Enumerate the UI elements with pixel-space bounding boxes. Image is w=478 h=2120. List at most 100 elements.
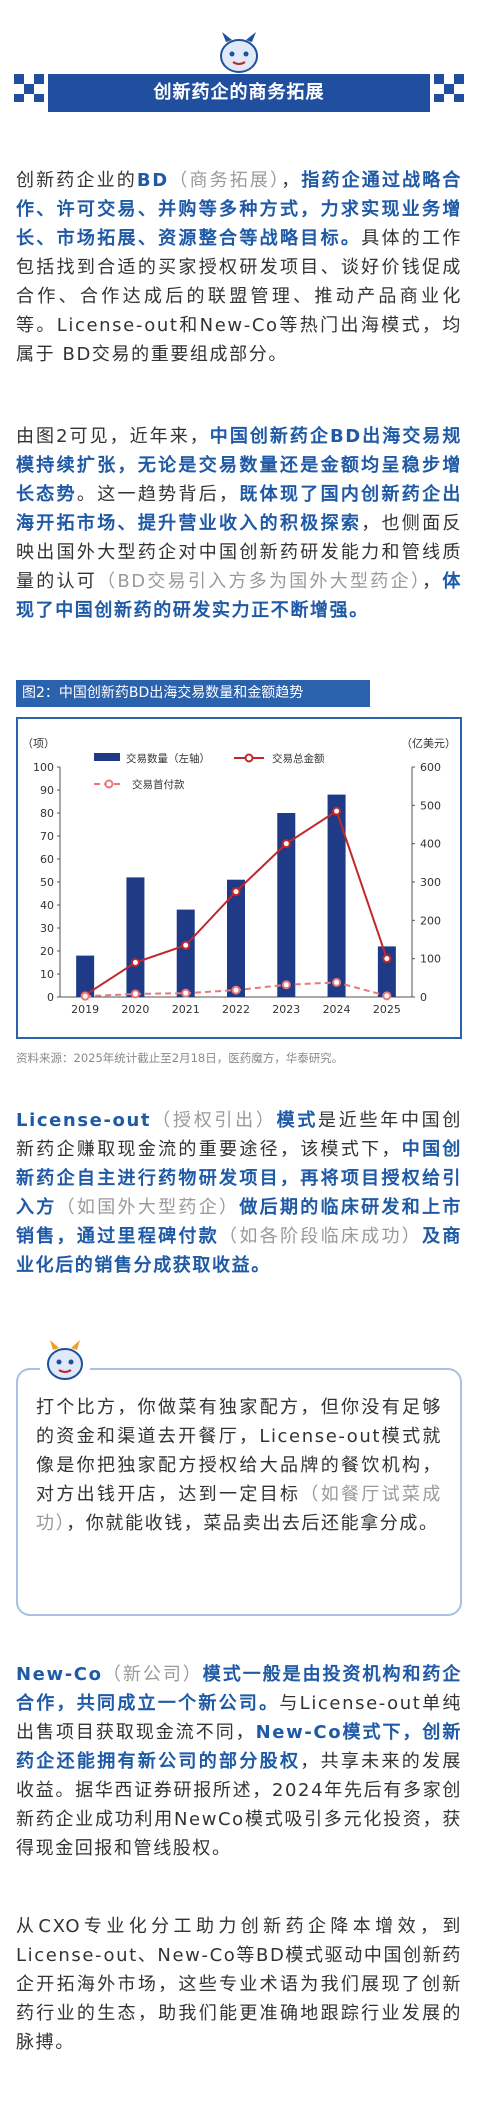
legend-label: 交易首付款 [132,778,185,791]
mascot [40,1336,90,1386]
text-run: 既体现了国内创新药企出海开拓市场、提升营业收入的积极探索 [16,484,462,534]
text-run: New-Co [16,1664,103,1685]
point [281,980,291,990]
text-run: （如餐厅试菜成功） [36,1484,442,1534]
y-tick-label: 70 [40,830,54,843]
text-run: ， [422,571,443,592]
text-run: 模式 [276,1110,319,1131]
text-run: 中国创新药企自主进行药物研发项目，再将项目授权给引入方 [16,1139,462,1218]
paragraph: 由图2可见，近年来，中国创新药企BD出海交易规模持续扩张，无论是交易数量还是金额… [16,422,462,625]
point [332,806,342,816]
figure-source: 资料来源：2025年统计截止至2月18日，医药魔方，华泰研究。 [16,1051,344,1065]
point [80,991,90,1001]
text-run: （BD交易引入方多为国外大型药企） [97,571,423,592]
text-run: 及商业化后的销售分成获取收益。 [16,1226,462,1276]
y-tick-label: 80 [40,807,54,820]
point [332,977,342,987]
y-tick-label: 90 [40,784,54,797]
point [130,958,140,967]
text-run: 从CXO专业化分工助力创新药企降本增效，到License-out、New-Co等… [16,1916,462,2053]
y-tick-label: 20 [40,945,54,958]
point [382,991,392,1001]
text-run: 由图2可见，近年来， [16,426,210,447]
figure-caption: 图2：中国创新药BD出海交易数量和金额趋势 [16,680,370,707]
text-run: 指药企通过战略合作、许可交易、并购等多种方式，力求实现业务增长、市场拓展、资源整… [16,170,462,249]
text-run: （新公司） [102,1664,203,1685]
point [181,988,191,998]
text-run: 。这一趋势背后， [76,484,240,505]
text-run: 具体的工作包括找到合适的买家授权研发项目、谈好价钱促成合作、合作达成后的联盟管理… [16,228,463,365]
y2-tick-label: 500 [420,799,441,812]
text-run: 体现了中国创新药的研发实力正不断增强。 [16,571,462,621]
legend-marker [244,753,254,763]
text-run: License-out [16,1110,152,1131]
legend-swatch [94,753,120,761]
bar [327,794,346,997]
x-tick-label: 2022 [222,1003,250,1016]
text-run: ，你就能收钱，菜品卖出去后还能拿分成。 [66,1513,439,1534]
y-tick-label: 0 [47,991,54,1004]
y2-tick-label: 100 [420,953,441,966]
text-run: 与License-out单纯出售项目获取现金流不同， [16,1693,462,1743]
bar [76,955,95,997]
text-run: ，也侧面反映出国外大型药企对中国创新药研发能力和管线质量的认可 [16,513,463,592]
bar [126,877,145,997]
legend-label: 交易数量（左轴） [126,752,210,765]
y2-tick-label: 300 [420,876,441,889]
text-run: BD [136,170,169,191]
y-axis-label: （项） [22,737,55,750]
y-tick-label: 30 [40,922,54,935]
chart: （项） （亿美元） 0 10 20 30 40 50 60 70 80 90 100 0 100 200 300… [16,717,462,1039]
point [181,940,191,950]
quote-box [16,1368,462,1616]
text-run: （授权引出） [151,1110,277,1131]
y2-tick-label: 0 [420,991,427,1004]
legend-marker [104,779,114,789]
x-tick-label: 2021 [172,1003,200,1016]
x-tick-label: 2019 [71,1003,99,1016]
y2-axis-label: （亿美元） [401,737,456,750]
chart-frame [16,717,462,1039]
paragraph: New-Co（新公司）模式一般是由投资机构和药企合作，共同成立一个新公司。与Li… [16,1660,462,1863]
text-run: 模式一般是由投资机构和药企合作，共同成立一个新公司。 [16,1664,462,1714]
bar [176,909,195,997]
y-tick-label: 50 [40,876,54,889]
legend-label: 交易总金额 [272,752,325,765]
text-run: （如国外大型药企） [56,1197,240,1218]
banner: 创新药企的商务拓展 [48,74,430,112]
y2-tick-label: 400 [420,838,441,851]
paragraph: 创新药企业的BD（商务拓展），指药企通过战略合作、许可交易、并购等多种方式，力求… [16,166,462,369]
quote-text: 打个比方，你做菜有独家配方，但你没有足够的资金和渠道去开餐厅，License-o… [36,1393,442,1538]
text-run: 做后期的临床研发和上市销售，通过里程碑付款 [16,1197,462,1247]
bar [377,946,396,997]
point [281,839,291,849]
text-run: 打个比方，你做菜有独家配方，但你没有足够的资金和渠道去开餐厅，License-o… [36,1397,442,1505]
y-tick-label: 60 [40,853,54,866]
point [231,985,241,995]
y-tick-label: 40 [40,899,54,912]
text-run: （如各阶段临床成功） [219,1226,423,1247]
paragraph: License-out（授权引出）模式是近些年中国创新药企赚取现金流的重要途径，… [16,1106,462,1280]
header-decoration [14,32,464,102]
x-tick-label: 2025 [373,1003,401,1016]
text-run: 创新药企业的 [16,170,137,191]
x-tick-label: 2023 [272,1003,300,1016]
text-run: ，共享未来的发展收益。据华西证券研报所述，2024年先后有多家创新药企业成功利用… [16,1751,462,1859]
text-run: （商务拓展） [168,170,282,191]
text-run: New-Co模式下，创新药企还能拥有新公司的部分股权 [16,1722,463,1772]
text-run: 是近些年中国创新药企赚取现金流的重要途径，该模式下， [16,1110,462,1160]
x-tick-label: 2024 [323,1003,351,1016]
bar [277,813,296,997]
bar [227,879,245,997]
x-tick-label: 2020 [121,1003,149,1016]
y2-tick-label: 200 [420,914,441,927]
point [130,989,140,999]
text-run: ， [281,170,302,191]
y2-tick-label: 600 [420,761,441,774]
point [231,887,241,897]
paragraph: 从CXO专业化分工助力创新药企降本增效，到License-out、New-Co等… [16,1912,462,2057]
text-run: 中国创新药企BD出海交易规模持续扩张，无论是交易数量还是金额均呈稳步增长态势 [16,426,462,505]
point [382,954,392,964]
y-tick-label: 10 [40,968,54,981]
